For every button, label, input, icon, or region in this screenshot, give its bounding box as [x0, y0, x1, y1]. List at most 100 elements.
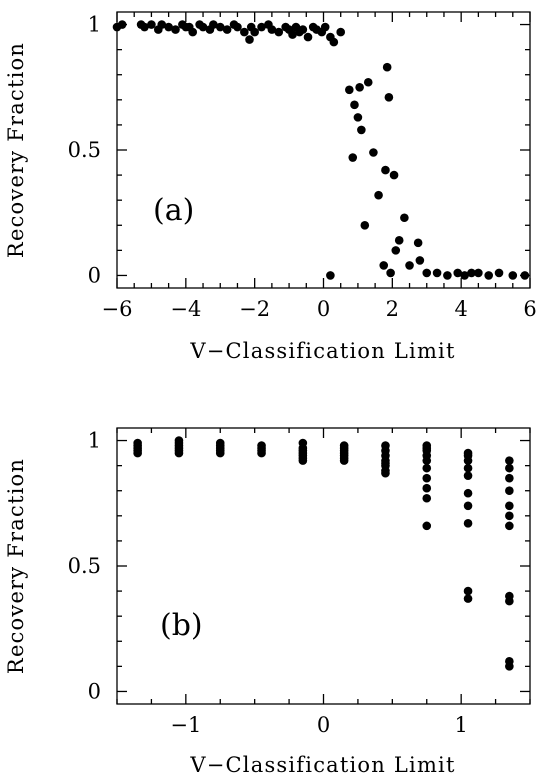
- data-point-b: [505, 662, 514, 671]
- data-point-a: [288, 30, 297, 39]
- data-point-b: [505, 463, 514, 473]
- ticks-a: −6 −4 −2 0 2 4 6 0 0.5 1: [68, 12, 537, 321]
- y-tick-label-a: 1: [88, 13, 101, 37]
- data-point-a: [240, 27, 249, 37]
- data-point-b: [422, 521, 432, 531]
- data-point-a: [382, 62, 392, 72]
- data-point-a: [363, 77, 373, 87]
- data-point-b: [505, 596, 514, 606]
- panel-a: −6 −4 −2 0 2 4 6 0 0.5 1 (a) V−Classification Lim…: [4, 11, 537, 363]
- x-tick-label-a: 0: [317, 297, 330, 321]
- data-point-a: [267, 25, 277, 34]
- x-tick-label-b: 1: [454, 713, 467, 737]
- data-point-a: [520, 271, 530, 280]
- data-point-a: [369, 148, 378, 157]
- panel-b: −1 0 1 0 0.5 1 (b) V−Classification Limit Rec…: [4, 427, 531, 777]
- data-point-a: [233, 22, 242, 32]
- data-point-a: [494, 268, 504, 278]
- data-point-b: [463, 471, 473, 480]
- data-point-a: [198, 22, 208, 32]
- data-point-a: [157, 20, 167, 29]
- data-point-a: [348, 153, 358, 162]
- data-point-a: [453, 268, 463, 278]
- y-axis-label-b: Recovery Fraction: [4, 458, 28, 674]
- data-point-a: [391, 246, 401, 255]
- data-point-b: [422, 463, 432, 473]
- x-tick-label-a: 2: [386, 297, 399, 321]
- data-point-a: [415, 256, 425, 265]
- data-point-a: [209, 20, 218, 29]
- x-tick-label-a: −4: [170, 297, 201, 321]
- data-point-a: [389, 170, 399, 180]
- data-point-b: [505, 511, 514, 521]
- data-point-b: [505, 473, 514, 483]
- data-point-a: [117, 20, 127, 29]
- x-tick-label-b: 0: [317, 713, 330, 737]
- data-point-a: [422, 268, 432, 278]
- data-point-a: [394, 236, 404, 245]
- x-axis-label-b: V−Classification Limit: [189, 753, 455, 777]
- data-point-b: [463, 488, 473, 498]
- data-point-a: [147, 20, 156, 29]
- data-point-a: [374, 190, 383, 200]
- data-point-a: [379, 261, 389, 270]
- data-point-a: [215, 22, 225, 32]
- data-point-a: [222, 25, 232, 34]
- data-point-a: [474, 268, 483, 278]
- data-point-a: [386, 268, 395, 278]
- data-point-b: [463, 519, 473, 528]
- y-tick-label-a: 0.5: [68, 138, 101, 162]
- data-point-a: [336, 27, 346, 37]
- data-point-a: [188, 27, 198, 37]
- data-point-a: [443, 271, 452, 280]
- data-point-a: [400, 213, 409, 223]
- data-point-a: [320, 22, 330, 32]
- data-point-b: [422, 483, 432, 493]
- panel-label-b: (b): [160, 608, 203, 643]
- panel-label-a: (a): [153, 193, 194, 228]
- data-point-b: [463, 586, 473, 596]
- data-point-a: [508, 271, 518, 280]
- data-point-b: [463, 594, 473, 603]
- data-point-b: [381, 468, 390, 478]
- data-point-a: [467, 268, 476, 278]
- data-point-a: [171, 25, 180, 34]
- data-point-b: [463, 463, 473, 473]
- data-point-a: [326, 271, 335, 280]
- data-point-b: [463, 501, 473, 511]
- data-point-a: [329, 37, 339, 47]
- data-point-a: [350, 100, 359, 110]
- data-point-a: [298, 25, 308, 34]
- data-point-a: [357, 125, 366, 135]
- data-point-a: [384, 93, 394, 102]
- data-point-b: [505, 521, 514, 531]
- data-point-a: [484, 271, 494, 280]
- x-axis-label-a: V−Classification Limit: [189, 339, 455, 363]
- data-point-a: [164, 22, 173, 32]
- data-point-a: [245, 35, 254, 44]
- data-point-b: [422, 493, 432, 503]
- x-tick-label-b: −1: [170, 713, 201, 737]
- data-point-b: [298, 456, 308, 465]
- data-point-b: [133, 448, 142, 458]
- data-point-b: [505, 501, 514, 511]
- data-point-b: [422, 456, 432, 465]
- data-point-a: [345, 85, 354, 95]
- data-point-a: [413, 238, 423, 248]
- data-point-a: [303, 32, 313, 42]
- y-tick-label-b: 0: [88, 679, 101, 703]
- data-point-b: [215, 448, 225, 458]
- data-point-a: [460, 271, 469, 280]
- data-point-b: [505, 456, 514, 465]
- data-point-b: [339, 456, 349, 465]
- ticks-b: −1 0 1 0 0.5 1: [68, 428, 531, 737]
- data-point-a: [140, 22, 149, 32]
- data-point-a: [250, 27, 259, 37]
- points-b: [133, 436, 514, 671]
- data-point-b: [174, 448, 184, 458]
- data-point-a: [257, 22, 266, 32]
- data-point-a: [353, 113, 363, 122]
- y-tick-label-b: 0.5: [68, 554, 101, 578]
- data-point-a: [360, 220, 370, 230]
